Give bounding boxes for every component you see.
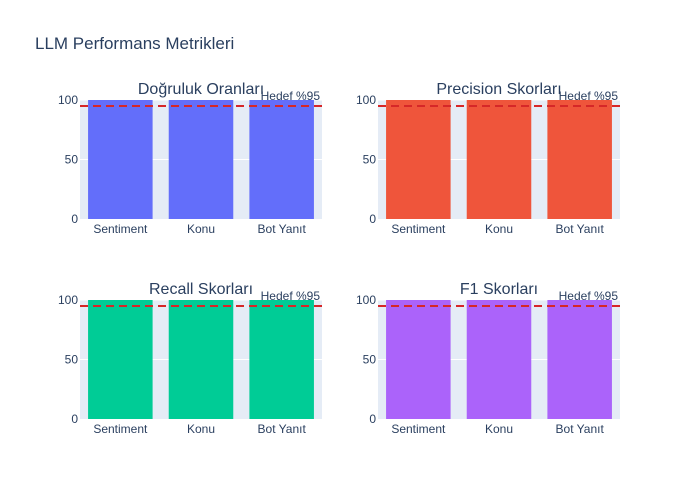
x-tick-label: Bot Yanıt bbox=[258, 422, 307, 436]
target-line-label: Hedef %95 bbox=[559, 289, 619, 303]
x-tick-label: Sentiment bbox=[391, 422, 446, 436]
subplot-4: Sentiment Konu Bot Yanıt 0 50 100 Hedef %95 F1 … bbox=[356, 281, 620, 436]
y-tick-label: 50 bbox=[363, 353, 377, 367]
bar bbox=[547, 100, 612, 219]
y-tick-label: 100 bbox=[58, 93, 78, 107]
x-tick-label: Sentiment bbox=[93, 422, 148, 436]
y-tick-label: 100 bbox=[356, 293, 376, 307]
bar bbox=[466, 300, 532, 419]
bar bbox=[88, 300, 153, 419]
x-tick-label: Konu bbox=[187, 422, 215, 436]
bar bbox=[386, 100, 451, 219]
y-tick-label: 0 bbox=[369, 212, 376, 226]
y-tick-label: 100 bbox=[356, 93, 376, 107]
x-tick-label: Konu bbox=[187, 222, 215, 236]
x-tick-label: Bot Yanıt bbox=[556, 422, 605, 436]
bar bbox=[466, 100, 532, 219]
y-tick-label: 0 bbox=[369, 412, 376, 426]
subplot-title: Precision Skorları bbox=[436, 81, 561, 98]
bar bbox=[386, 300, 451, 419]
target-line-label: Hedef %95 bbox=[261, 89, 321, 103]
y-tick-label: 0 bbox=[71, 212, 78, 226]
x-tick-label: Sentiment bbox=[391, 222, 446, 236]
x-tick-label: Sentiment bbox=[93, 222, 148, 236]
x-tick-label: Konu bbox=[485, 222, 513, 236]
subplot-3: Sentiment Konu Bot Yanıt 0 50 100 Hedef %95 Rec… bbox=[58, 281, 322, 436]
subplot-1: Sentiment Konu Bot Yanıt 0 50 100 Hedef %95Doğ… bbox=[58, 81, 322, 236]
x-tick-label: Konu bbox=[485, 422, 513, 436]
target-line-label: Hedef %95 bbox=[559, 89, 619, 103]
x-tick-label: Bot Yanıt bbox=[556, 222, 605, 236]
bar bbox=[249, 300, 314, 419]
bar bbox=[547, 300, 612, 419]
subplot-2: Sentiment Konu Bot Yanıt 0 50 100 Hedef %95Pre… bbox=[356, 81, 620, 236]
bar bbox=[168, 100, 234, 219]
x-tick-label: Bot Yanıt bbox=[258, 222, 307, 236]
bar bbox=[88, 100, 153, 219]
bar bbox=[168, 300, 234, 419]
y-tick-label: 50 bbox=[65, 353, 79, 367]
bar bbox=[249, 100, 314, 219]
subplot-title: Doğruluk Oranları bbox=[138, 81, 264, 98]
y-tick-label: 100 bbox=[58, 293, 78, 307]
target-line-label: Hedef %95 bbox=[261, 289, 321, 303]
subplot-title: Recall Skorları bbox=[149, 281, 253, 298]
y-tick-label: 0 bbox=[71, 412, 78, 426]
subplot-title: F1 Skorları bbox=[460, 281, 538, 298]
y-tick-label: 50 bbox=[363, 153, 377, 167]
y-tick-label: 50 bbox=[65, 153, 79, 167]
figure-title: LLM Performans Metrikleri bbox=[35, 34, 235, 53]
